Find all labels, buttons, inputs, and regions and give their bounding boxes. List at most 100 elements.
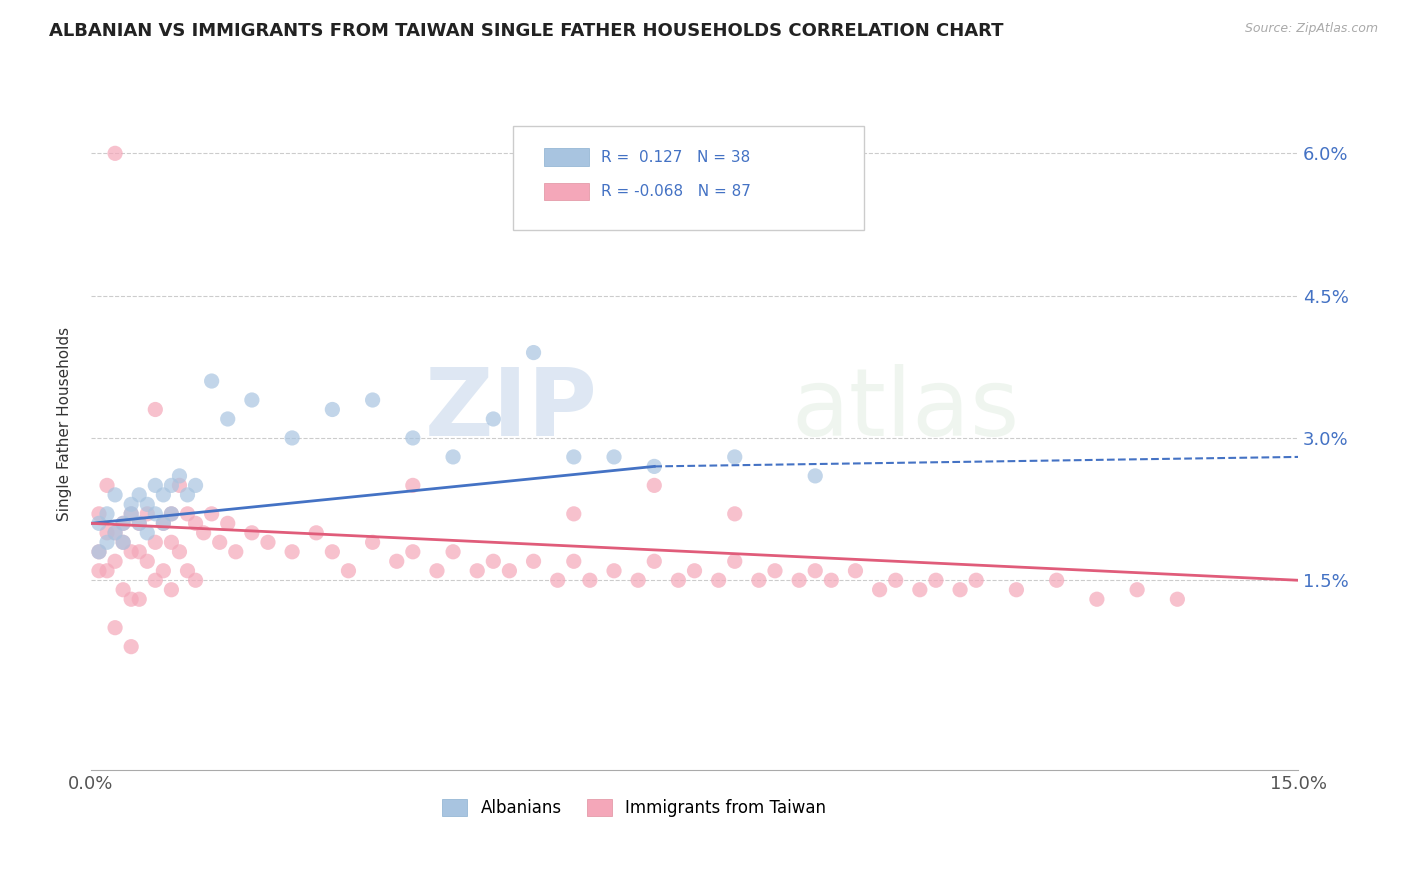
Point xyxy=(217,412,239,426)
Point xyxy=(562,507,585,521)
Point xyxy=(87,516,110,531)
Point xyxy=(257,535,280,549)
Point xyxy=(707,574,730,588)
Point xyxy=(160,582,183,597)
Point xyxy=(104,525,127,540)
Point xyxy=(143,574,166,588)
Point xyxy=(160,507,183,521)
Point xyxy=(96,525,118,540)
Point xyxy=(104,525,127,540)
Point xyxy=(643,459,665,474)
Point xyxy=(804,469,827,483)
Point xyxy=(169,545,191,559)
Point xyxy=(1005,582,1028,597)
Y-axis label: Single Father Households: Single Father Households xyxy=(58,326,72,521)
Text: ZIP: ZIP xyxy=(425,364,598,456)
Point xyxy=(724,450,747,464)
Point xyxy=(152,516,174,531)
Bar xyxy=(544,183,589,201)
Point xyxy=(522,345,544,359)
Point xyxy=(869,582,891,597)
Point xyxy=(217,516,239,531)
Point xyxy=(152,488,174,502)
Point xyxy=(136,554,159,568)
Text: Source: ZipAtlas.com: Source: ZipAtlas.com xyxy=(1244,22,1378,36)
Point xyxy=(104,488,127,502)
Point xyxy=(96,535,118,549)
Point xyxy=(87,564,110,578)
Legend: Albanians, Immigrants from Taiwan: Albanians, Immigrants from Taiwan xyxy=(436,792,832,824)
Point xyxy=(522,554,544,568)
Point xyxy=(208,535,231,549)
Point xyxy=(724,507,747,521)
Point xyxy=(441,450,464,464)
Point xyxy=(160,535,183,549)
Point xyxy=(201,507,224,521)
Point xyxy=(908,582,931,597)
Point xyxy=(321,402,343,417)
Point xyxy=(120,640,142,654)
Point xyxy=(787,574,810,588)
Point xyxy=(1166,592,1188,607)
Point xyxy=(562,450,585,464)
Point xyxy=(643,478,665,492)
Point xyxy=(321,545,343,559)
Bar xyxy=(544,148,589,166)
Point xyxy=(925,574,948,588)
Point xyxy=(136,497,159,511)
Point xyxy=(128,516,150,531)
Point xyxy=(152,516,174,531)
Point xyxy=(385,554,408,568)
Point xyxy=(763,564,786,578)
Point xyxy=(169,469,191,483)
Point xyxy=(240,392,263,407)
Point xyxy=(1085,592,1108,607)
Text: ALBANIAN VS IMMIGRANTS FROM TAIWAN SINGLE FATHER HOUSEHOLDS CORRELATION CHART: ALBANIAN VS IMMIGRANTS FROM TAIWAN SINGL… xyxy=(49,22,1004,40)
Point xyxy=(87,507,110,521)
Point xyxy=(281,545,304,559)
Point xyxy=(426,564,449,578)
Point xyxy=(748,574,770,588)
Point xyxy=(603,450,626,464)
Point xyxy=(136,525,159,540)
Point xyxy=(112,516,135,531)
Point xyxy=(120,507,142,521)
Point xyxy=(402,545,425,559)
Point xyxy=(184,478,207,492)
Point xyxy=(184,574,207,588)
Point xyxy=(361,535,384,549)
Point xyxy=(160,478,183,492)
Point xyxy=(143,402,166,417)
Point xyxy=(184,516,207,531)
Point xyxy=(112,516,135,531)
Point xyxy=(949,582,972,597)
Point xyxy=(281,431,304,445)
Point xyxy=(804,564,827,578)
Point xyxy=(361,392,384,407)
Point xyxy=(143,507,166,521)
Point xyxy=(201,374,224,388)
Point xyxy=(240,525,263,540)
Text: R =  0.127   N = 38: R = 0.127 N = 38 xyxy=(600,150,751,165)
Point xyxy=(482,554,505,568)
Point xyxy=(128,592,150,607)
Point xyxy=(441,545,464,559)
Point xyxy=(112,535,135,549)
Point xyxy=(562,554,585,568)
Point xyxy=(128,516,150,531)
Point xyxy=(87,545,110,559)
Point xyxy=(402,478,425,492)
Point xyxy=(603,564,626,578)
Point xyxy=(724,554,747,568)
Point xyxy=(465,564,488,578)
Point xyxy=(120,507,142,521)
Point xyxy=(176,488,198,502)
Point xyxy=(402,431,425,445)
Point xyxy=(136,507,159,521)
Point xyxy=(104,621,127,635)
Point xyxy=(112,582,135,597)
Point xyxy=(169,478,191,492)
Point xyxy=(152,564,174,578)
Point xyxy=(143,478,166,492)
Point xyxy=(160,507,183,521)
